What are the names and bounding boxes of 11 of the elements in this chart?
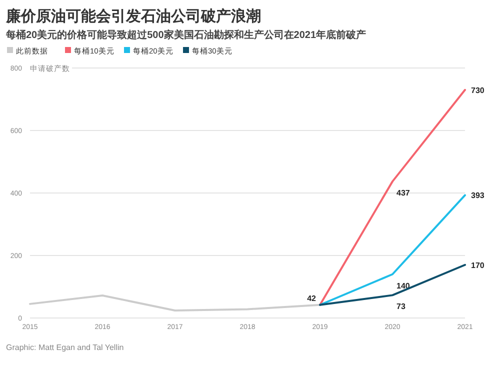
data-label: 437 <box>396 188 410 198</box>
data-label: 730 <box>471 86 485 95</box>
text: Graphic: Matt Egan and Tal Yellin <box>6 343 124 352</box>
line-series <box>29 294 321 312</box>
data-label: 42 <box>307 294 317 303</box>
chart-title: 廉价原油可能会引发石油公司破产浪潮 <box>5 7 261 25</box>
data-label: 140 <box>396 281 410 290</box>
data-label: 170 <box>471 260 485 270</box>
data-label: 393 <box>471 191 485 200</box>
data-label: 73 <box>396 302 406 312</box>
chart-subtitle: 每桶20美元的价格可能导致超过500家美国石油勘探和生产公司在2021年底前破产 <box>5 29 366 41</box>
